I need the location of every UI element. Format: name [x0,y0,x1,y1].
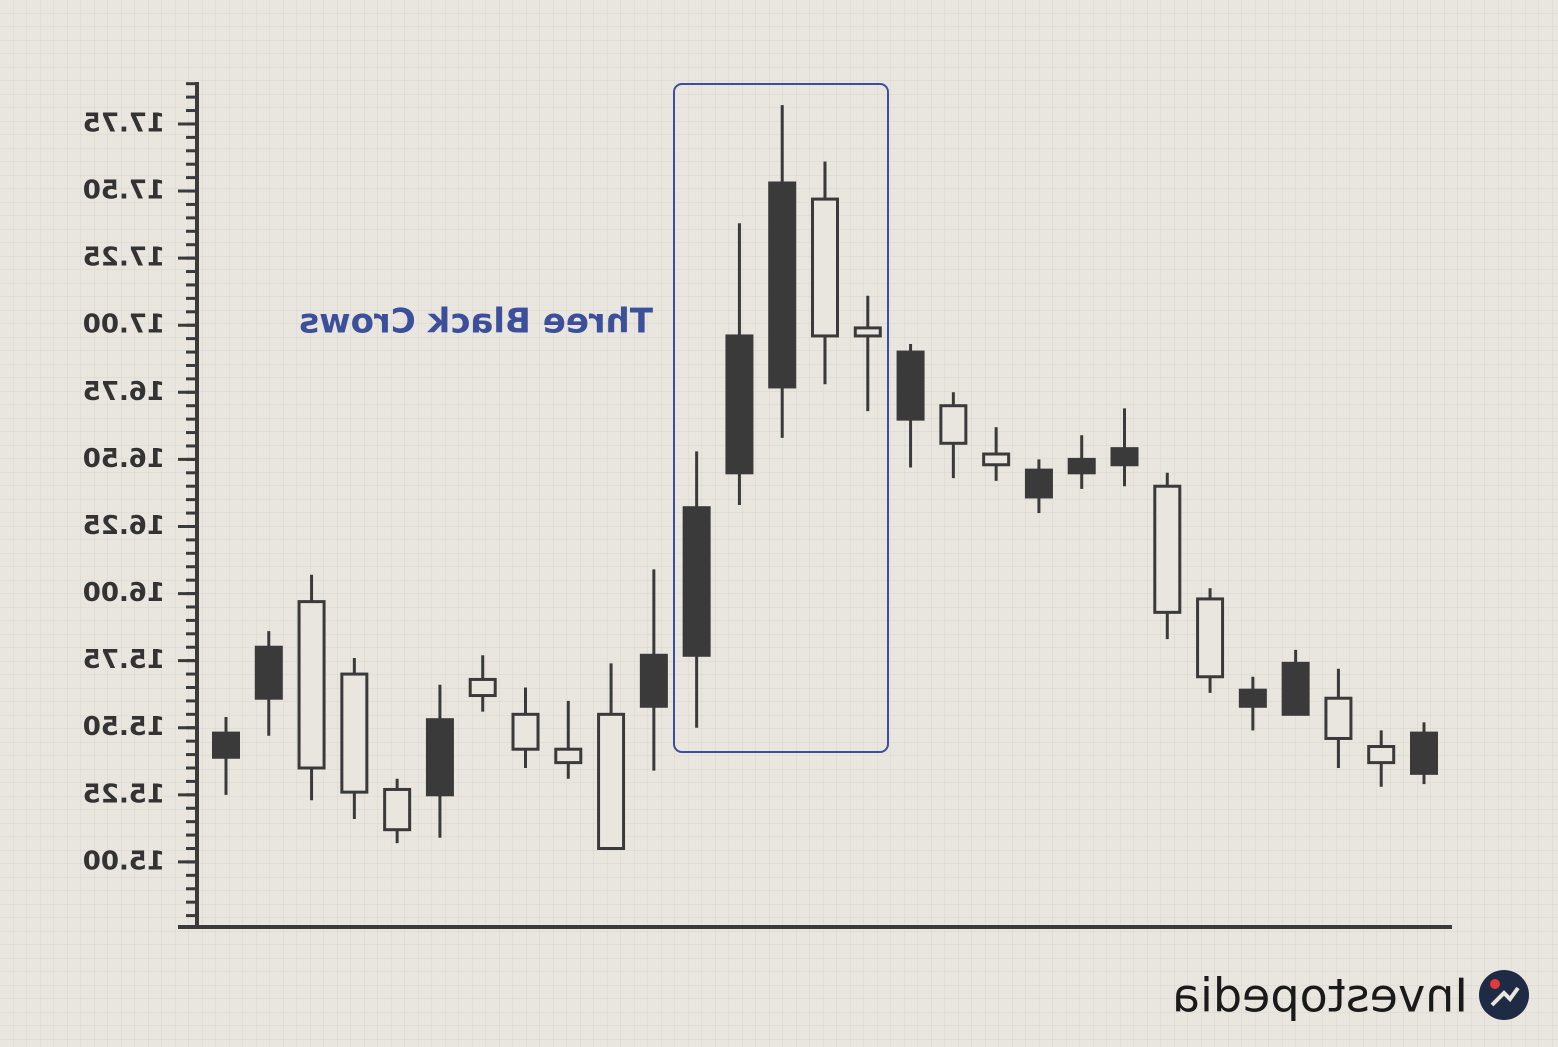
body [212,731,240,759]
body [1067,457,1096,475]
y-tick-label: 16.50 [83,444,165,474]
y-tick-label: 17.25 [83,243,165,273]
body [1281,661,1310,716]
body [554,747,583,765]
body [1410,731,1438,775]
y-tick-label: 16.25 [83,511,165,541]
body [597,712,626,850]
body [468,677,497,698]
y-tick-label: 17.00 [83,310,165,340]
body [853,326,882,338]
body [1324,696,1353,740]
annotation: Three Black Crows [299,302,653,342]
pattern-box [673,83,889,753]
body [297,600,326,770]
body [896,350,925,421]
y-tick-label: 15.00 [83,846,165,876]
body [768,181,797,389]
body [1196,597,1225,679]
y-tick-label: 16.75 [83,377,165,407]
body [511,712,540,751]
logo-dot [1490,979,1500,989]
logo-mark [1490,986,1520,1007]
body [725,334,754,475]
y-tick-label: 15.50 [83,712,165,742]
body [425,718,454,797]
y-tick-label: 15.75 [83,645,165,675]
body [639,653,668,708]
body [254,645,283,700]
body [811,197,839,338]
body [939,404,968,445]
body [1367,745,1396,765]
body [1024,468,1053,499]
body [383,787,412,832]
body [1238,688,1267,708]
brand: Investopedia [1172,969,1468,1023]
body [1153,484,1182,614]
body [340,672,369,794]
y-tick-label: 17.75 [83,108,165,138]
body [1110,447,1139,467]
body [982,452,1011,467]
body [682,506,711,657]
y-tick-label: 15.25 [83,779,165,809]
y-tick-label: 17.50 [83,176,165,206]
y-tick-label: 16.00 [83,578,165,608]
